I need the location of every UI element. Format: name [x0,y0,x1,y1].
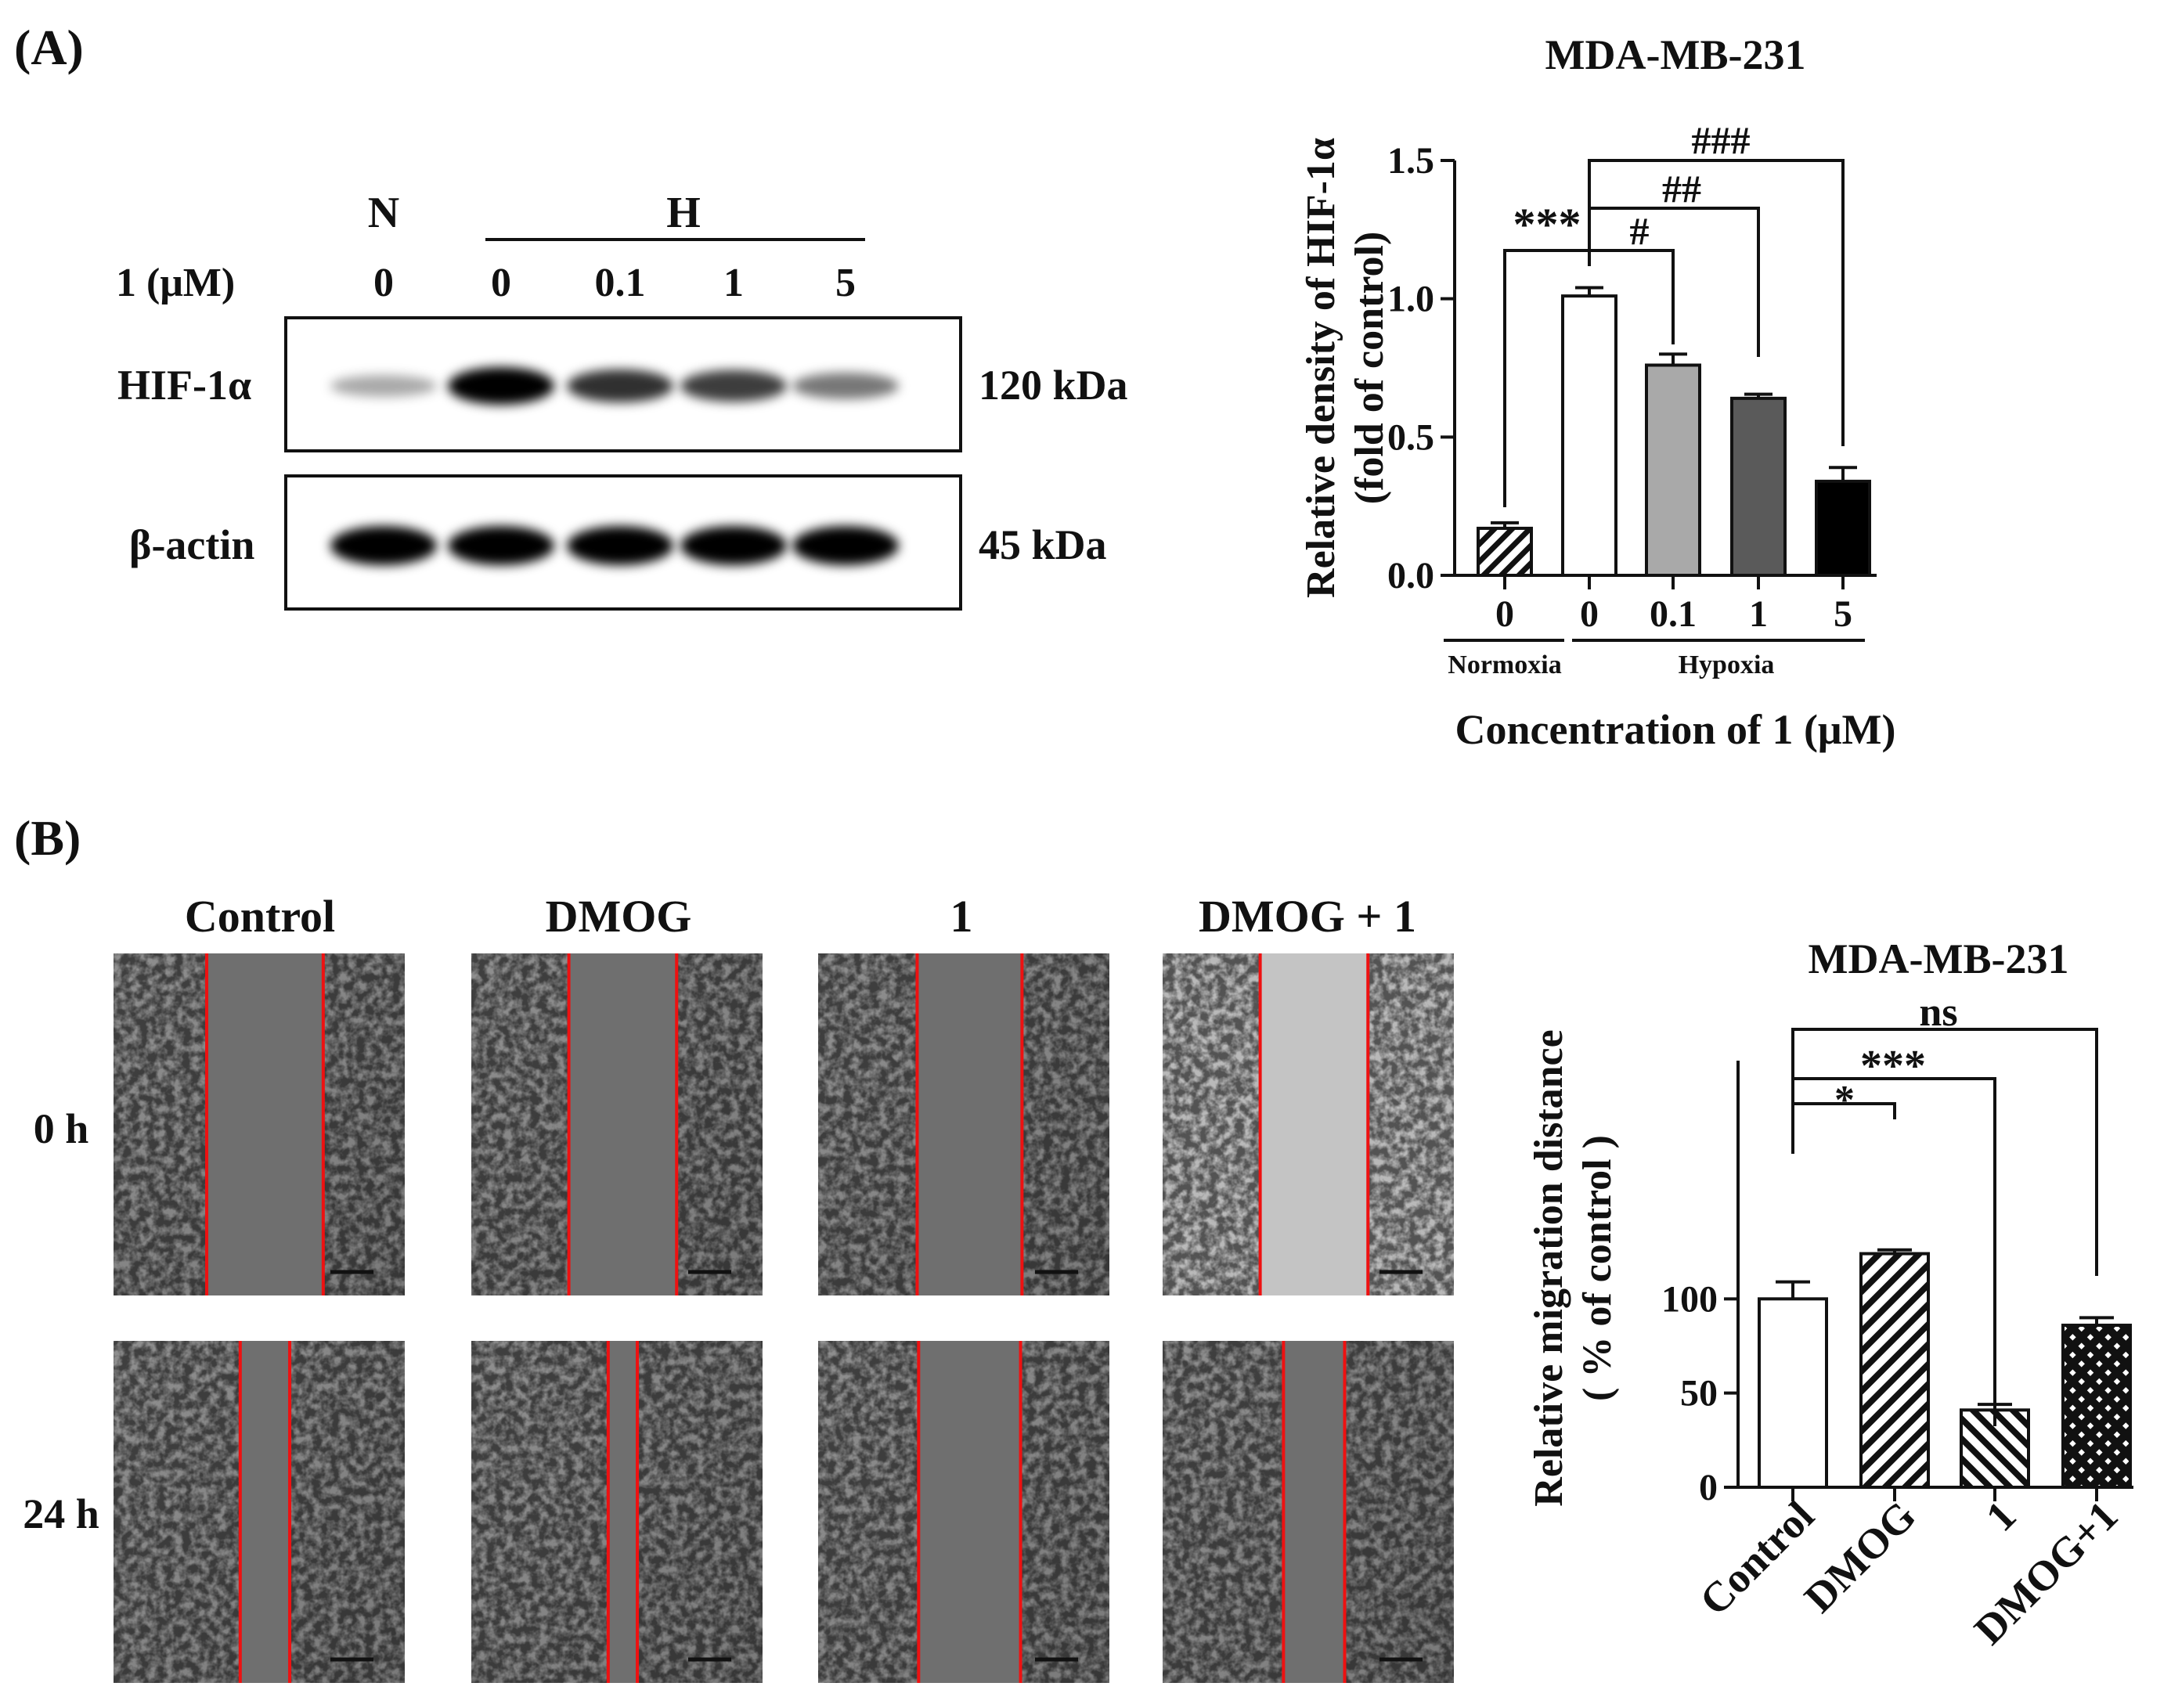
chart-b-title: MDA-MB-231 [1809,935,2069,982]
chart-a-bar [1645,363,1701,577]
chart-hif-density: MDA-MB-231 0.0 0.5 1.0 1.5 Relative density o… [1299,31,1896,753]
chart-b-y-label: Relative migration distance [1527,1029,1571,1506]
wound-gap [1283,1341,1345,1683]
blot-band [330,375,437,397]
blot-band [792,526,899,565]
wound-row-label: 0 h [34,1105,89,1152]
chart-b-bar [1859,1252,1930,1490]
chart-a-x-tick-label: 0 [1580,593,1599,635]
wound-gap [917,953,1022,1295]
wound-column-label: 1 [950,891,973,942]
chart-b-sig-bracket [1791,1102,1896,1154]
blot-row-name-hif: HIF-1α [117,362,251,409]
blot-lane-label: 0 [373,261,394,305]
blot-row-size-hif: 120 kDa [979,362,1128,409]
chart-a-sig-label: # [1630,209,1650,253]
wound-gap [207,953,323,1295]
chart-b-y-tick-label: 100 [1661,1278,1718,1320]
chart-b-bar [1758,1297,1828,1490]
chart-a-group-label: Hypoxia [1679,650,1775,679]
wound-gap [1260,953,1369,1295]
chart-b-sig-bracket [1791,1028,2098,1276]
blot-normoxia-label: N [368,189,399,237]
wound-gap [918,1341,1021,1683]
chart-a-title: MDA-MB-231 [1545,31,1806,78]
blot-band [567,526,673,565]
chart-b-bar [2061,1324,2132,1489]
chart-a-x-tick-label: 1 [1749,593,1768,635]
chart-a-x-tick-label: 0.1 [1650,593,1697,635]
chart-a-y-tick-label: 0.0 [1387,555,1434,596]
chart-a-sig-bracket [1588,159,1845,446]
blot-band [792,373,899,399]
blot-lane-label: 0 [491,261,511,305]
panel-b-label: (B) [14,810,81,866]
chart-a-sig-bracket [1503,249,1591,507]
chart-a-y-tick-label: 1.5 [1387,140,1434,182]
wound-gap [568,953,677,1295]
chart-b-x-tick-label: Control [1690,1492,1823,1624]
chart-b-y-label: ( % of control ) [1575,1135,1620,1401]
chart-a-bar [1730,396,1787,577]
blot-band [330,526,437,565]
blot-band [448,526,554,565]
chart-b-sig-label: *** [1860,1042,1926,1090]
wound-column-label: DMOG + 1 [1199,891,1416,942]
wound-column-label: Control [185,891,335,942]
chart-a-y-tick-label: 1.0 [1387,279,1434,320]
wound-healing-images: Control DMOG 1 DMOG + 1 0 h 24 h [23,891,1454,1683]
chart-a-x-tick-label: 0 [1495,593,1514,635]
wound-column-label: DMOG [546,891,692,942]
chart-a-x-label: Concentration of 1 (μM) [1455,706,1896,753]
blot-bands [330,367,899,565]
blot-concentration-label: 1 (μM) [116,261,235,305]
chart-a-x-tick-label: 5 [1834,593,1852,635]
chart-b-sig-label: * [1834,1078,1855,1122]
chart-a-sig-label: ## [1662,167,1701,211]
blot-hypoxia-label: H [666,189,701,237]
chart-a-sig-label: *** [1513,199,1581,250]
chart-a-sig-label: ### [1692,118,1751,162]
wound-gap [608,1341,638,1683]
chart-b-x-tick-label: 1 [1977,1492,2025,1540]
blot-band [448,367,554,405]
panel-a-label: (A) [14,20,84,75]
chart-b-x-tick-label: DMOG [1795,1492,1924,1621]
chart-a-y-tick-label: 0.5 [1387,416,1434,458]
wound-row-label: 24 h [23,1490,99,1537]
chart-a-sig-bracket [1588,249,1675,344]
blot-lane-label: 5 [835,261,856,305]
chart-a-y-label: (fold of control) [1347,232,1392,505]
blot-band [680,526,787,565]
chart-b-sig-label: ns [1919,990,1957,1035]
chart-b-y-tick-label: 0 [1699,1467,1718,1508]
blot-row-name-actin: β-actin [129,521,254,568]
blot-lane-label: 1 [723,261,744,305]
wound-gap [240,1341,290,1683]
chart-a-bar [1815,479,1871,577]
chart-a-y-label: Relative density of HIF-1α [1299,138,1343,598]
blot-lane-labels: 0 0 0.1 1 5 [373,261,856,305]
blot-lane-label: 0.1 [595,261,646,305]
chart-a-group-label: Normoxia [1448,650,1561,679]
chart-b-y-tick-label: 50 [1680,1373,1718,1414]
blot-band [680,369,787,402]
chart-a-bar [1477,526,1533,578]
blot-band [567,369,673,403]
blot-row-size-actin: 45 kDa [979,521,1107,568]
chart-a-bar [1561,294,1617,577]
chart-migration: MDA-MB-231 0 50 100 Relative migration dista… [1527,935,2133,1653]
chart-b-sig-bracket [1791,1077,1996,1426]
